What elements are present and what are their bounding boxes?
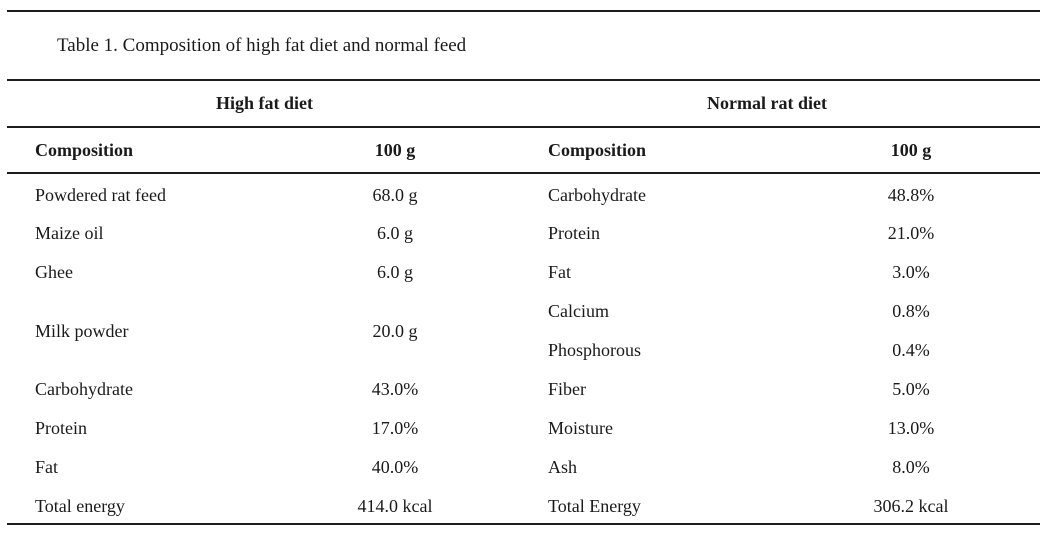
composition-name-cell: Fiber [548,379,586,399]
composition-value-cell: 17.0% [371,418,419,438]
composition-value-cell: 6.0 g [377,262,413,282]
composition-name-cell: Fat [548,262,572,282]
composition-value-cell: 3.0% [892,262,930,282]
composition-value-cell: 68.0 g [372,184,418,205]
table-row: Milk powder 20.0 g Calcium 0.8% [7,290,1040,341]
table-caption: Table 1. Composition of high fat diet an… [7,10,1040,79]
composition-name-cell: Powdered rat feed [35,184,166,205]
column-header-100g-left: 100 g [268,127,522,174]
composition-name-cell: Protein [548,223,600,243]
composition-name-cell: Phosphorous [548,340,642,360]
composition-name-cell: Total energy [7,485,268,525]
composition-value-cell: 0.4% [892,340,930,360]
table-row: Protein 17.0% Moisture 13.0% [7,407,1040,446]
composition-name-cell: Carbohydrate [35,379,133,399]
table-row: Powdered rat feed 68.0 g Carbohydrate 48… [7,173,1040,212]
table-row: Ghee 6.0 g Fat 3.0% [7,251,1040,290]
composition-value-cell: 40.0% [371,457,419,477]
composition-name-cell: Maize oil [35,223,104,243]
group-header-normal-rat-diet-label: Normal rat diet [707,93,827,113]
composition-value-cell: 20.0 g [372,320,418,341]
group-header-high-fat-diet: High fat diet [7,79,522,128]
composition-name-cell: Moisture [548,418,613,438]
composition-value-cell: 8.0% [892,457,930,477]
group-header-normal-rat-diet: Normal rat diet [522,79,1040,128]
group-header-row: High fat diet Normal rat diet [7,79,1040,128]
composition-name-cell: Ghee [35,262,73,282]
composition-name-cell: Total Energy [522,485,782,525]
table-row: Maize oil 6.0 g Protein 21.0% [7,212,1040,251]
composition-value-cell: 5.0% [892,379,930,399]
table-row: Phosphorous 0.4% [7,329,1040,368]
composition-value-cell: 306.2 kcal [782,485,1040,525]
composition-name-cell: Fat [35,457,59,477]
composition-value-cell: 0.8% [892,301,930,321]
paper-table-region: Table 1. Composition of high fat diet an… [7,10,1040,525]
table-row: Total energy 414.0 kcal Total Energy 306… [7,485,1040,525]
composition-name-cell: Protein [35,418,87,438]
composition-value-cell: 48.8% [887,184,935,205]
composition-value-cell: 43.0% [371,379,419,399]
column-header-row: Composition 100 g Composition 100 g [7,127,1040,174]
group-header-high-fat-diet-label: High fat diet [216,93,313,113]
column-header-composition-left: Composition [7,127,268,174]
column-header-composition-right: Composition [522,127,782,174]
composition-value-cell: 414.0 kcal [268,485,522,525]
table-row: Carbohydrate 43.0% Fiber 5.0% [7,368,1040,407]
composition-value-cell: 13.0% [887,418,935,438]
composition-table: High fat diet Normal rat diet Compositio… [7,79,1040,525]
composition-value-cell: 21.0% [887,223,935,243]
composition-name-cell: Milk powder [35,320,129,341]
column-header-100g-right: 100 g [782,127,1040,174]
composition-name-cell: Ash [548,457,578,477]
composition-name-cell: Carbohydrate [548,184,646,205]
composition-name-cell: Calcium [548,301,609,321]
composition-value-cell: 6.0 g [377,223,413,243]
table-row: Fat 40.0% Ash 8.0% [7,446,1040,485]
